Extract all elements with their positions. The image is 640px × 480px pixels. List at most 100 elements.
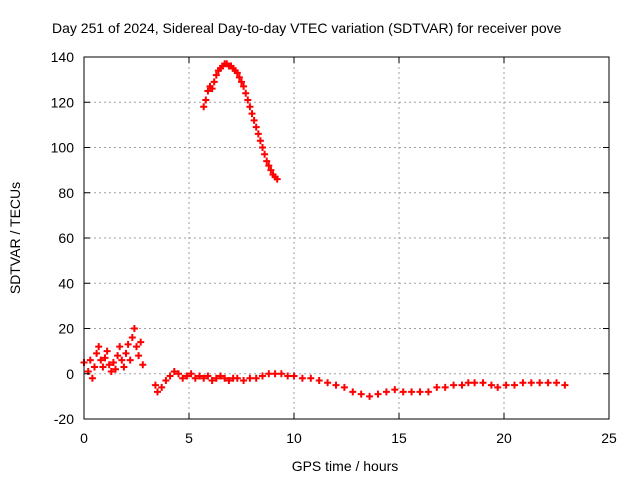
data-point bbox=[265, 162, 273, 170]
data-point bbox=[248, 110, 256, 118]
data-point bbox=[246, 103, 254, 111]
x-tick-label: 20 bbox=[496, 430, 512, 446]
data-point bbox=[324, 379, 332, 387]
data-point bbox=[124, 340, 132, 348]
data-point bbox=[284, 372, 292, 380]
data-point bbox=[154, 388, 161, 396]
data-point bbox=[103, 347, 111, 355]
data-point bbox=[235, 73, 243, 81]
data-series bbox=[80, 60, 569, 400]
data-point bbox=[120, 363, 128, 371]
data-point bbox=[433, 383, 441, 391]
data-point bbox=[238, 78, 245, 86]
data-point bbox=[271, 370, 279, 378]
x-tick-label: 0 bbox=[80, 430, 88, 446]
data-point bbox=[256, 137, 264, 145]
data-point bbox=[133, 343, 140, 351]
data-point bbox=[116, 343, 124, 351]
data-point bbox=[240, 377, 248, 385]
data-point bbox=[340, 383, 348, 391]
x-tick-label: 15 bbox=[391, 430, 407, 446]
y-tick-label: 120 bbox=[51, 94, 75, 110]
data-point bbox=[158, 383, 166, 391]
data-point bbox=[441, 383, 449, 391]
data-point bbox=[109, 358, 117, 366]
data-point bbox=[196, 372, 203, 380]
data-point bbox=[187, 370, 195, 378]
y-tick-label: 60 bbox=[58, 230, 74, 246]
data-point bbox=[298, 374, 306, 382]
data-point bbox=[263, 157, 271, 165]
data-point bbox=[553, 379, 560, 387]
data-point bbox=[267, 166, 275, 174]
data-point bbox=[259, 144, 266, 151]
data-point bbox=[179, 374, 187, 382]
data-point bbox=[252, 123, 260, 131]
y-tick-label: 140 bbox=[51, 49, 75, 65]
data-point bbox=[259, 372, 266, 380]
y-tick-label: 80 bbox=[58, 185, 74, 201]
data-point bbox=[128, 334, 136, 342]
y-axis-label: SDTVAR / TECUs bbox=[7, 182, 23, 294]
data-point bbox=[122, 349, 130, 357]
data-point bbox=[217, 372, 224, 380]
axis-ticks: 0 5 10 15 20 25 -20 0 20 40 60 80 100 120 140 bbox=[51, 49, 617, 446]
data-point bbox=[93, 349, 101, 357]
y-tick-label: -20 bbox=[54, 411, 74, 427]
data-point bbox=[332, 381, 340, 389]
data-point bbox=[527, 379, 535, 387]
data-point bbox=[261, 150, 269, 158]
data-point bbox=[561, 381, 569, 389]
data-point bbox=[204, 372, 212, 380]
data-point bbox=[240, 82, 248, 90]
data-point bbox=[183, 372, 191, 380]
data-point bbox=[86, 356, 94, 364]
data-point bbox=[382, 388, 390, 396]
x-tick-label: 25 bbox=[601, 430, 617, 446]
data-point bbox=[97, 356, 105, 364]
grid-lines bbox=[84, 57, 609, 419]
data-point bbox=[502, 381, 510, 389]
data-point bbox=[277, 370, 285, 378]
data-point bbox=[536, 379, 544, 387]
data-point bbox=[212, 71, 220, 79]
data-point bbox=[366, 392, 374, 400]
data-point bbox=[458, 381, 466, 389]
data-point bbox=[408, 388, 416, 396]
data-point bbox=[242, 89, 250, 97]
data-point bbox=[95, 343, 103, 351]
data-point bbox=[200, 374, 208, 382]
data-point bbox=[290, 372, 298, 380]
data-point bbox=[391, 386, 399, 394]
x-tick-label: 10 bbox=[286, 430, 302, 446]
data-point bbox=[126, 356, 134, 364]
data-point bbox=[254, 130, 262, 138]
y-tick-label: 100 bbox=[51, 140, 75, 156]
data-point bbox=[349, 388, 357, 396]
data-point bbox=[450, 381, 458, 389]
y-tick-label: 20 bbox=[58, 321, 74, 337]
data-point bbox=[225, 377, 233, 385]
chart-title: Day 251 of 2024, Sidereal Day-to-day VTE… bbox=[52, 20, 562, 36]
data-point bbox=[246, 374, 254, 382]
data-point bbox=[244, 96, 252, 104]
data-point bbox=[99, 363, 107, 371]
data-point bbox=[200, 103, 208, 111]
data-point bbox=[273, 175, 281, 183]
data-point bbox=[208, 377, 216, 385]
data-point bbox=[118, 356, 126, 364]
data-point bbox=[519, 379, 527, 387]
data-point bbox=[135, 352, 143, 360]
data-point bbox=[170, 367, 178, 375]
data-point bbox=[139, 361, 147, 369]
data-point bbox=[151, 381, 159, 389]
data-point bbox=[511, 381, 518, 389]
x-tick-label: 5 bbox=[185, 430, 193, 446]
y-tick-label: 0 bbox=[66, 366, 74, 382]
data-point bbox=[221, 374, 229, 382]
data-point bbox=[494, 383, 502, 391]
data-point bbox=[101, 354, 109, 362]
data-point bbox=[88, 374, 96, 382]
data-point bbox=[208, 85, 216, 93]
